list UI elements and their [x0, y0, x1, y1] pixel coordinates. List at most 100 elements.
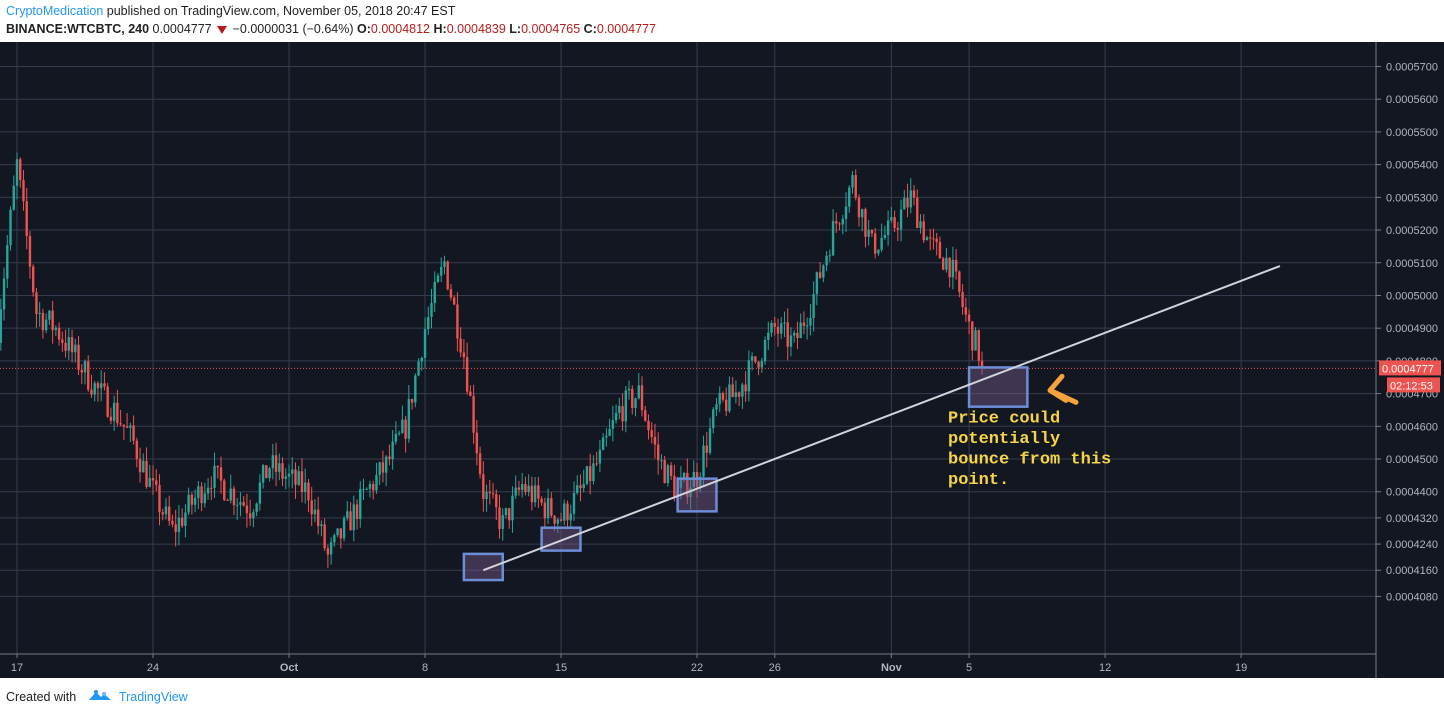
- candle-body: [896, 227, 900, 230]
- candle-body: [459, 338, 462, 353]
- candle-body: [12, 185, 15, 210]
- candle-body: [142, 460, 145, 473]
- y-tick-label: 0.0005100: [1386, 258, 1438, 270]
- candle-body: [158, 484, 161, 513]
- candle-body: [844, 206, 848, 219]
- highlight-box: [967, 366, 1029, 408]
- candle-body: [724, 399, 728, 412]
- candle-body: [138, 459, 142, 473]
- candle-body: [903, 197, 906, 210]
- candle-body: [423, 329, 427, 358]
- candle-body: [656, 444, 660, 461]
- candle-body: [809, 318, 812, 326]
- candle-body: [333, 535, 336, 543]
- candle-body: [537, 485, 540, 499]
- author-link[interactable]: CryptoMedication: [6, 4, 104, 18]
- created-with-text: Created with: [6, 689, 77, 704]
- candle-body: [232, 488, 236, 506]
- x-tick-label: 15: [555, 662, 567, 674]
- candle-body: [689, 487, 692, 498]
- candle-body: [478, 453, 482, 475]
- highlight-box: [540, 526, 582, 552]
- chart-header-publisher: CryptoMedication published on TradingVie…: [6, 4, 455, 18]
- candle-body: [721, 392, 725, 400]
- candle-body: [621, 406, 624, 422]
- candle-body: [410, 399, 414, 403]
- candle-body: [87, 361, 90, 390]
- candle-body: [708, 428, 712, 453]
- candle-body: [394, 433, 398, 442]
- candle-body: [909, 190, 912, 208]
- footer: Created with TradingView: [6, 689, 188, 706]
- candle-body: [51, 310, 54, 331]
- price-chart[interactable]: 0.0005700 0.0005600 0.0005500 0.0005400 0.00…: [0, 42, 1444, 678]
- candle-body: [974, 330, 977, 351]
- close-value: 0.0004777: [596, 22, 656, 36]
- candle-body: [44, 319, 48, 331]
- candle-body: [776, 326, 780, 334]
- candle-body: [653, 437, 657, 445]
- candle-body: [540, 498, 543, 503]
- candle-body: [103, 383, 106, 387]
- candle-body: [54, 327, 58, 331]
- candle-body: [407, 399, 411, 439]
- tradingview-brand-link[interactable]: TradingView: [118, 689, 188, 704]
- candle-body: [446, 261, 449, 290]
- candle-body: [925, 237, 929, 241]
- candle-body: [349, 511, 352, 531]
- candle-body: [35, 292, 38, 314]
- candle-body: [112, 402, 116, 421]
- candle-body: [919, 221, 922, 228]
- candle-body: [420, 357, 423, 362]
- countdown-bg: [1387, 377, 1440, 393]
- candle-body: [728, 384, 731, 412]
- y-tick-label: 0.0004160: [1386, 565, 1438, 577]
- candle-body: [310, 500, 313, 515]
- candle-body: [660, 460, 663, 462]
- candle-body: [760, 361, 764, 368]
- candle-body: [336, 528, 339, 536]
- candle-body: [284, 476, 287, 479]
- candle-body: [650, 430, 653, 438]
- annotation-text-line: Price could: [948, 409, 1060, 428]
- candles: [0, 152, 984, 568]
- candle-body: [106, 386, 109, 417]
- candle-body: [391, 441, 394, 459]
- highlight-box: [676, 477, 718, 513]
- x-tick-label: 17: [11, 662, 23, 674]
- candle-body: [967, 314, 971, 322]
- candle-body: [206, 487, 210, 494]
- candle-body: [326, 548, 330, 555]
- candle-body: [307, 482, 310, 501]
- candle-body: [184, 512, 187, 526]
- y-tick-label: 0.0005700: [1386, 62, 1438, 74]
- candle-body: [210, 487, 213, 489]
- down-triangle-icon: [217, 25, 228, 34]
- candle-body: [961, 291, 964, 308]
- candle-body: [793, 332, 796, 336]
- candle-body: [368, 484, 372, 489]
- candle-body: [948, 257, 951, 278]
- candle-body: [890, 217, 893, 221]
- candle-body: [180, 517, 184, 526]
- candle-body: [145, 460, 148, 487]
- candle-body: [116, 402, 119, 424]
- candle-body: [148, 478, 151, 487]
- candle-body: [712, 409, 715, 429]
- candle-body: [747, 360, 751, 392]
- high-value: 0.0004839: [446, 22, 506, 36]
- candle-body: [802, 322, 806, 326]
- candle-body: [731, 384, 734, 397]
- candle-body: [631, 388, 634, 408]
- candle-body: [427, 316, 430, 330]
- candle-body: [702, 445, 705, 477]
- candle-body: [945, 257, 948, 270]
- candle-body: [958, 271, 961, 292]
- candle-body: [553, 515, 556, 524]
- candle-body: [401, 419, 404, 433]
- candle-body: [873, 233, 877, 254]
- candle-body: [520, 484, 524, 490]
- candle-body: [274, 455, 278, 472]
- candle-body: [679, 479, 683, 489]
- candle-body: [514, 487, 517, 496]
